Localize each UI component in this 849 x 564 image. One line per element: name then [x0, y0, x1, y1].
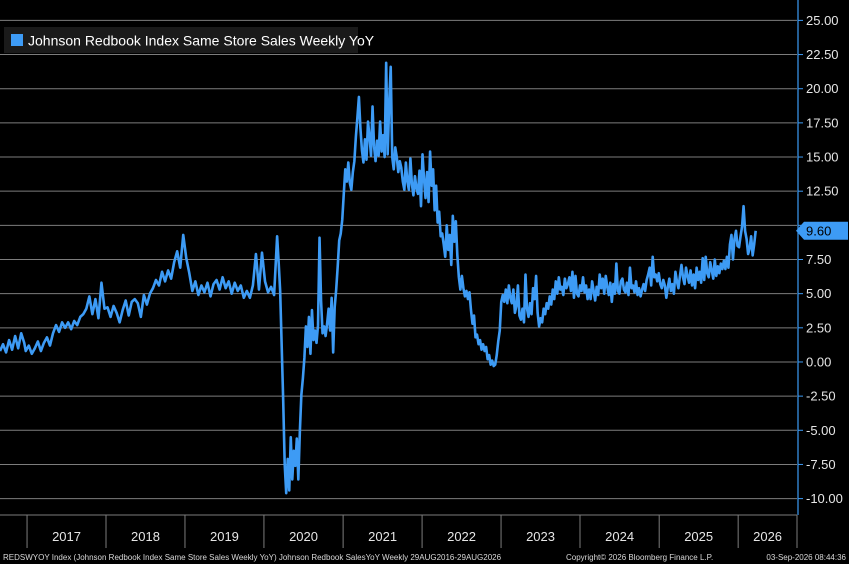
last-value-label: 9.60 — [806, 223, 831, 238]
footer: REDSWYOY Index (Johnson Redbook Index Sa… — [3, 553, 847, 562]
x-tick-label: 2024 — [605, 529, 634, 544]
x-tick-label: 2017 — [52, 529, 81, 544]
legend-background — [4, 27, 358, 53]
x-tick-label: 2026 — [753, 529, 782, 544]
y-tick-label: 12.50 — [806, 184, 839, 199]
legend: Johnson Redbook Index Same Store Sales W… — [4, 27, 375, 53]
y-tick-label: 7.50 — [806, 252, 831, 267]
y-tick-label: 0.00 — [806, 354, 831, 369]
x-tick-label: 2025 — [684, 529, 713, 544]
last-value-tag — [796, 221, 848, 240]
y-tick-label: 2.50 — [806, 320, 831, 335]
y-tick-label: -7.50 — [806, 457, 836, 472]
y-tick-label: 17.50 — [806, 115, 839, 130]
legend-swatch — [11, 34, 23, 46]
grid-lines — [0, 19, 797, 500]
x-axis: 2017 2018 2019 2020 2021 2022 2023 2024 2025 2026 — [0, 514, 798, 548]
y-tick-label: -10.00 — [806, 491, 843, 506]
x-tick-label: 2022 — [447, 529, 476, 544]
footer-timestamp: 03-Sep-2026 08:44:36 — [766, 553, 846, 562]
y-tick-label: 22.50 — [806, 47, 839, 62]
last-value-marker: 9.60 — [796, 221, 848, 240]
x-tick-label: 2020 — [289, 529, 318, 544]
y-axis: 25.00 22.50 20.00 17.50 15.00 12.50 7.50 5.00 2.… — [797, 0, 843, 515]
x-tick-label: 2019 — [210, 529, 239, 544]
x-tick-label: 2023 — [526, 529, 555, 544]
series-layer — [0, 61, 757, 495]
footer-source: REDSWYOY Index (Johnson Redbook Index Sa… — [3, 553, 502, 562]
y-tick-label: 15.00 — [806, 150, 839, 165]
x-tick-label: 2018 — [131, 529, 160, 544]
footer-copyright: Copyright© 2026 Bloomberg Finance L.P. — [566, 553, 713, 562]
y-tick-label: -2.50 — [806, 389, 836, 404]
legend-label: Johnson Redbook Index Same Store Sales W… — [28, 33, 375, 49]
y-tick-label: 20.00 — [806, 81, 839, 96]
y-tick-label: 25.00 — [806, 13, 839, 28]
x-tick-label: 2021 — [368, 529, 397, 544]
y-tick-label: 5.00 — [806, 286, 831, 301]
y-tick-label: -5.00 — [806, 423, 836, 438]
series-line — [0, 61, 757, 495]
